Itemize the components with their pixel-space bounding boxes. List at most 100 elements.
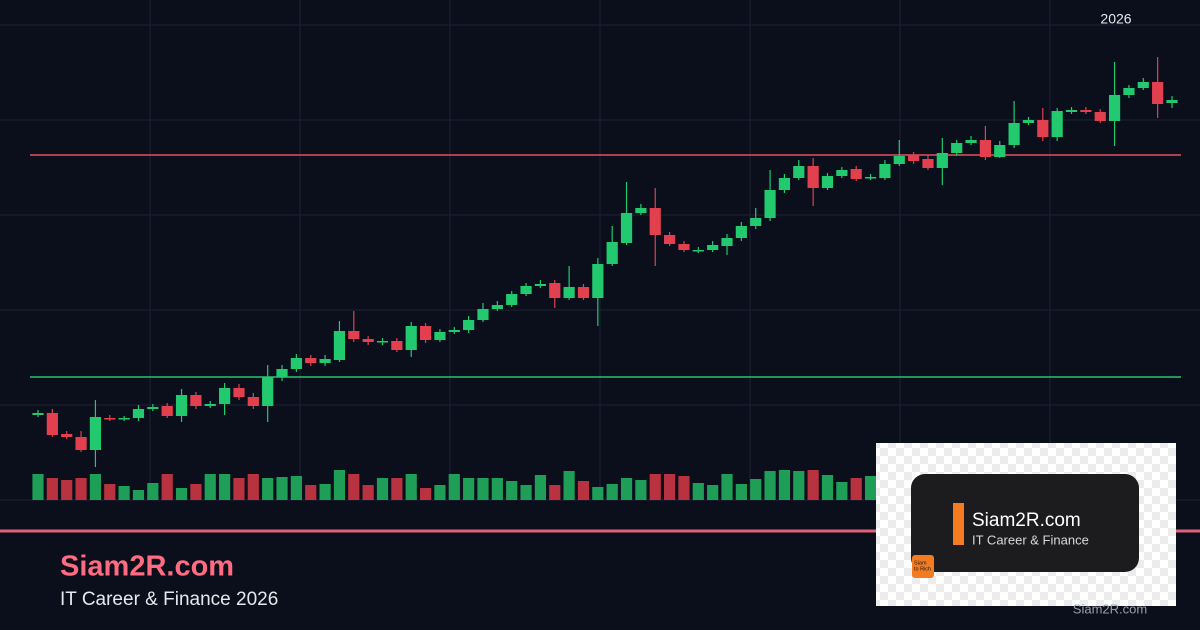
volume-bar — [793, 471, 805, 500]
candle-body — [190, 395, 202, 406]
volume-bar — [175, 488, 188, 500]
volume-bar — [807, 470, 819, 500]
candle-body — [678, 244, 690, 250]
volume-bar — [190, 484, 202, 500]
candle-body — [635, 208, 647, 213]
candle-body — [750, 218, 762, 226]
volume-bar — [319, 484, 331, 500]
volume-bar — [204, 474, 216, 500]
candle-body — [764, 190, 776, 218]
logo-card — [911, 474, 1139, 572]
candle-body — [1065, 110, 1078, 112]
candle-body — [692, 250, 704, 252]
volume-bar — [850, 478, 862, 500]
candle-body — [778, 178, 791, 190]
volume-bar — [577, 481, 590, 500]
candle-body — [477, 309, 489, 320]
candle-body — [506, 294, 518, 305]
volume-bar — [649, 474, 661, 500]
candle-body — [1123, 88, 1135, 95]
candle-body — [161, 406, 173, 416]
volume-bar — [821, 475, 834, 500]
volume-bar — [391, 478, 403, 500]
candle-body — [1037, 120, 1049, 137]
volume-bar — [348, 474, 360, 500]
candle-body — [793, 166, 805, 178]
volume-bar — [233, 478, 245, 500]
candle-body — [75, 437, 87, 450]
candle-body — [534, 284, 547, 286]
candle-body — [319, 359, 331, 363]
candle-body — [89, 417, 102, 450]
period-label: 2026 — [1100, 11, 1131, 27]
volume-bar — [46, 478, 58, 500]
candle-body — [376, 341, 389, 343]
volume-bar — [635, 480, 647, 500]
volume-bar — [678, 476, 690, 500]
candle-body — [649, 208, 661, 235]
candle-body — [994, 145, 1006, 157]
volume-bar — [219, 474, 231, 500]
volume-bar — [707, 485, 719, 500]
candle-body — [305, 358, 317, 363]
volume-bar — [434, 485, 446, 500]
candle-body — [979, 140, 991, 157]
volume-bar — [764, 471, 776, 500]
candle-body — [175, 395, 188, 416]
candle-body — [1080, 110, 1092, 112]
candle-body — [434, 332, 446, 340]
logo-bar — [953, 503, 964, 545]
candle-body — [463, 320, 475, 330]
volume-bar — [549, 485, 561, 500]
candle-body — [333, 331, 346, 360]
candle-body — [46, 413, 58, 435]
volume-bar — [75, 478, 87, 500]
volume-bar — [663, 474, 676, 500]
candle-body — [262, 377, 274, 406]
candle-body — [908, 155, 920, 161]
brand-title: Siam2R.com — [60, 551, 234, 583]
badge-line: to Rich — [914, 566, 931, 572]
candle-body — [219, 388, 231, 404]
candle-body — [721, 238, 733, 246]
candle-body — [290, 358, 302, 369]
brand-subtitle: IT Career & Finance 2026 — [60, 589, 278, 610]
candle-body — [549, 283, 561, 298]
volume-bar — [89, 474, 102, 500]
candle-body — [1094, 112, 1106, 121]
candle-body — [893, 156, 905, 164]
candle-body — [276, 369, 288, 377]
candle-body — [850, 169, 862, 179]
volume-bar — [405, 474, 417, 500]
volume-bar — [247, 474, 259, 500]
candle-body — [32, 413, 44, 415]
logo-badge — [912, 555, 934, 578]
volume-bar — [506, 481, 518, 500]
candle-body — [1152, 82, 1164, 104]
candle-body — [362, 339, 374, 342]
candle-body — [520, 286, 532, 294]
candle-body — [1051, 111, 1063, 137]
candle-body — [1108, 95, 1121, 121]
volume-bar — [276, 477, 288, 500]
volume-bar — [362, 485, 374, 500]
volume-bar — [721, 474, 733, 500]
volume-bar — [32, 474, 44, 500]
volume-bar — [118, 486, 130, 500]
candle-body — [118, 418, 130, 420]
volume-bar — [778, 470, 791, 500]
candle-body — [1008, 123, 1020, 145]
candle-body — [132, 409, 145, 418]
volume-bar — [161, 474, 173, 500]
volume-bar — [147, 483, 159, 500]
candle-body — [204, 404, 216, 406]
volume-bar — [864, 476, 877, 500]
candle-body — [864, 177, 877, 179]
candle-body — [663, 235, 676, 244]
candle-body — [61, 434, 73, 437]
logo-title: Siam2R.com — [972, 510, 1081, 531]
candle-body — [922, 159, 934, 168]
candle-body — [965, 140, 977, 143]
logo-subtitle: IT Career & Finance — [972, 532, 1089, 547]
